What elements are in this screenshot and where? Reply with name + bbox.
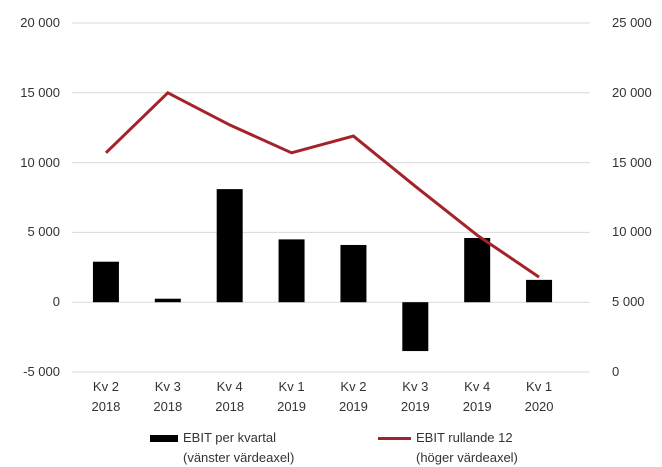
x-tick-label: Kv 4 2018 <box>215 379 245 414</box>
bar <box>216 189 243 303</box>
bar <box>92 261 119 303</box>
bar <box>278 239 305 303</box>
x-tick-label: Kv 3 2018 <box>153 379 183 414</box>
y2-tick-label: 0 <box>612 364 620 379</box>
y-tick-label: -5 000 <box>23 364 60 379</box>
x-tick-label: Kv 1 2020 <box>524 379 554 414</box>
y-tick-label: 15 000 <box>20 84 60 100</box>
y2-tick-label: 10 000 <box>612 224 652 240</box>
legend-label: EBIT rullande 12 (höger värdeaxel) <box>416 430 518 465</box>
y2-tick-label: 20 000 <box>612 84 652 100</box>
x-tick-label: Kv 3 2019 <box>400 379 430 414</box>
legend-swatch <box>150 435 178 442</box>
line-series <box>104 90 540 279</box>
bar <box>464 237 491 303</box>
bar <box>340 244 367 303</box>
x-tick-label: Kv 2 2019 <box>338 379 368 414</box>
bar <box>402 302 429 352</box>
x-tick-label: Kv 4 2019 <box>462 379 492 414</box>
y2-tick-label: 25 000 <box>612 15 652 30</box>
y2-tick-label: 15 000 <box>612 154 652 170</box>
bar <box>154 298 181 303</box>
y-tick-label: 0 <box>52 294 60 310</box>
y-tick-label: 20 000 <box>20 15 60 30</box>
y-tick-label: 10 000 <box>20 154 60 170</box>
x-tick-label: Kv 2 2018 <box>91 379 121 414</box>
legend-label: EBIT per kvartal (vänster värdeaxel) <box>183 430 295 465</box>
bar <box>526 279 553 303</box>
y-tick-label: 5 000 <box>27 224 60 240</box>
y2-tick-label: 5 000 <box>612 294 645 310</box>
x-tick-label: Kv 1 2019 <box>277 379 307 414</box>
